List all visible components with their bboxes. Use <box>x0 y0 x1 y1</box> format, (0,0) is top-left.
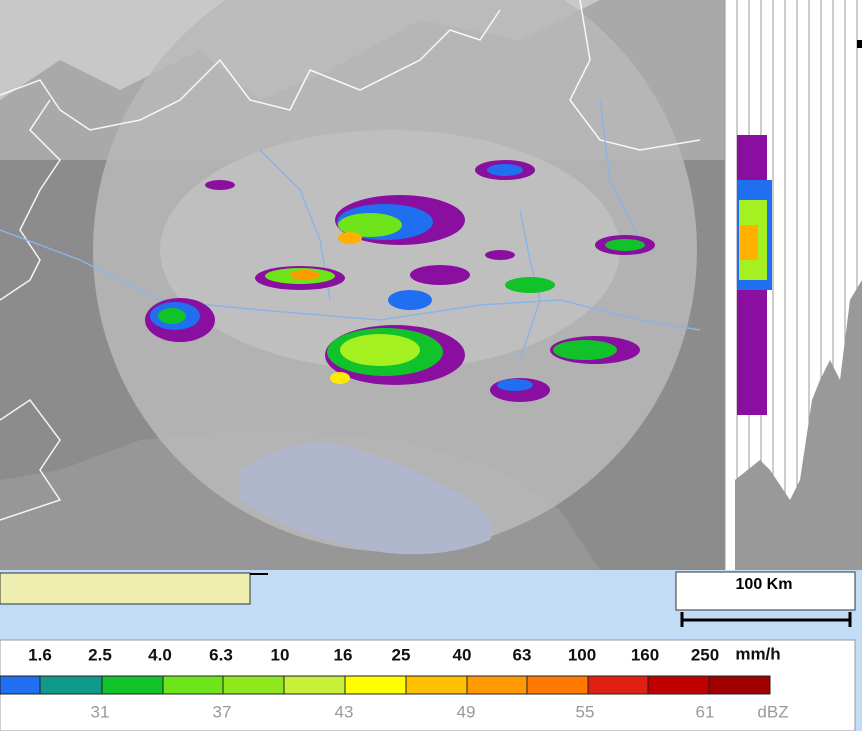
legend-swatch <box>222 675 285 695</box>
map-shape <box>0 229 701 331</box>
rain-label: 250 <box>691 645 719 664</box>
map-shape <box>599 99 641 241</box>
rain-label: 6.3 <box>209 645 233 664</box>
map-shape <box>158 308 186 324</box>
legend-swatch <box>162 675 224 695</box>
map <box>0 0 725 570</box>
map-shape <box>569 0 701 151</box>
map-shape <box>0 9 501 131</box>
scale-label: 100 Km <box>736 576 793 593</box>
rain-echoes <box>145 160 655 402</box>
map-shape <box>605 239 645 251</box>
info-bar <box>0 572 251 605</box>
map-shape <box>160 130 620 370</box>
legend-swatch <box>0 675 41 695</box>
rain-label: 4.0 <box>148 645 172 664</box>
map-shape <box>240 443 493 555</box>
legend-swatch <box>101 675 164 695</box>
map-shape <box>205 180 235 190</box>
map-shape <box>857 40 862 48</box>
map-shape <box>388 290 432 310</box>
legend-swatch <box>587 675 649 695</box>
rain-label: 10 <box>271 645 290 664</box>
legend-swatch <box>526 675 589 695</box>
rain-label: 2.5 <box>88 645 112 664</box>
map-shape <box>553 340 617 360</box>
legend-labels: 1.6 2.5 4.0 6.3 10 16 25 40 63 100 160 250 mm/h 31 37 4… <box>28 644 788 721</box>
map-shape <box>338 232 362 244</box>
vertical-profile <box>724 0 862 570</box>
map-shape <box>338 213 402 237</box>
map-shape <box>340 334 420 366</box>
legend-color-bar <box>0 675 771 695</box>
rain-label: 63 <box>513 645 532 664</box>
map-shape <box>505 277 555 293</box>
map-shape <box>497 379 533 391</box>
map-shape <box>735 280 862 570</box>
scale-box <box>675 571 856 611</box>
dbz-label: 43 <box>335 702 354 721</box>
rain-label: 100 <box>568 645 596 664</box>
dbz-label: 49 <box>457 702 476 721</box>
map-shape <box>740 225 758 260</box>
dbz-label: 31 <box>91 702 110 721</box>
legend-swatch <box>39 675 103 695</box>
rain-label: 1.6 <box>28 645 52 664</box>
rain-label: 40 <box>453 645 472 664</box>
rain-label: 160 <box>631 645 659 664</box>
rain-label: 25 <box>392 645 411 664</box>
dbz-label: 61 <box>696 702 715 721</box>
legend-swatch <box>405 675 468 695</box>
dbz-label: 55 <box>576 702 595 721</box>
dbz-label: 37 <box>213 702 232 721</box>
rain-label: 16 <box>334 645 353 664</box>
dbz-unit: dBZ <box>757 702 788 721</box>
legend-swatch <box>466 675 528 695</box>
map-shape <box>0 99 61 301</box>
legend-swatch <box>283 675 346 695</box>
map-shape <box>0 398 62 521</box>
map-shape <box>487 164 523 176</box>
map-shape <box>330 372 350 384</box>
scale-bar <box>680 612 852 627</box>
map-shape <box>290 270 320 280</box>
map-shape <box>0 0 701 521</box>
map-shape <box>485 250 515 260</box>
rain-unit: mm/h <box>735 644 780 663</box>
legend-swatch <box>708 675 771 695</box>
legend-swatch <box>647 675 710 695</box>
legend-swatch <box>344 675 407 695</box>
map-shape <box>410 265 470 285</box>
